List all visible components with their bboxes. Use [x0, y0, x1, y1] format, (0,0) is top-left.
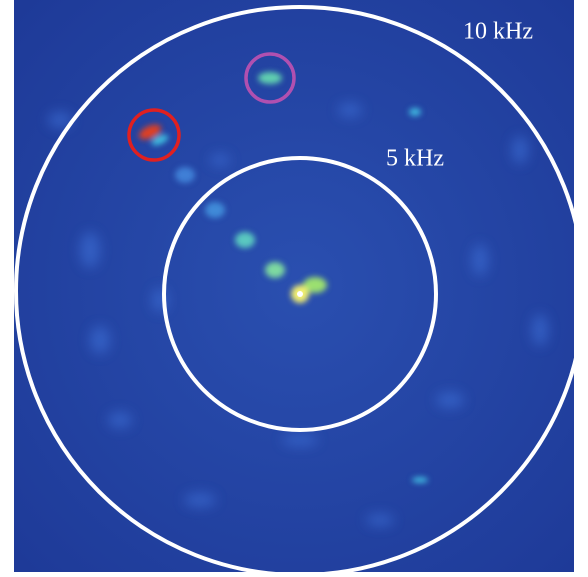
page: 10 kHz 5 kHz (() => { const data = JSON.…	[0, 0, 588, 577]
spectrum-map: 10 kHz 5 kHz	[0, 0, 588, 577]
ring-label: 5 kHz	[386, 146, 444, 172]
center-marker	[297, 291, 303, 297]
ring-label: 10 kHz	[463, 19, 533, 45]
